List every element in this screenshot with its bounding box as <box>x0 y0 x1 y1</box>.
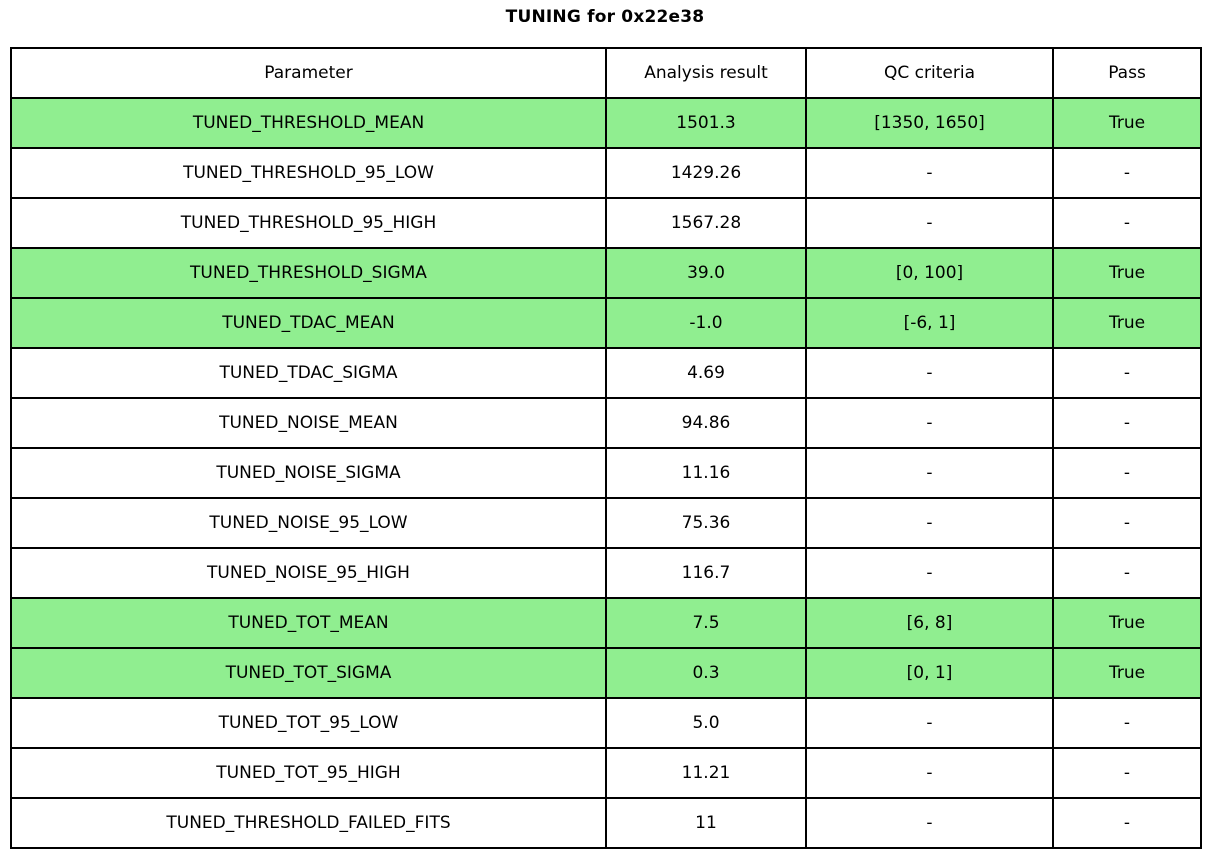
qc-criteria-cell: - <box>805 397 1054 449</box>
parameter-cell: TUNED_TOT_95_LOW <box>10 697 607 749</box>
pass-cell: - <box>1052 447 1202 499</box>
qc-criteria-cell: - <box>805 547 1054 599</box>
table-row: TUNED_TDAC_SIGMA 4.69- - <box>10 347 1202 399</box>
table-header-row: Parameter Analysis result QC criteria Pa… <box>10 47 1202 99</box>
parameter-cell: TUNED_NOISE_MEAN <box>10 397 607 449</box>
qc-criteria-cell: - <box>805 447 1054 499</box>
table-row: TUNED_TOT_95_LOW 5.0- - <box>10 697 1202 749</box>
pass-cell: - <box>1052 397 1202 449</box>
parameter-cell: TUNED_NOISE_95_LOW <box>10 497 607 549</box>
parameter-cell: TUNED_THRESHOLD_FAILED_FITS <box>10 797 607 849</box>
qc-criteria-cell: [0, 100] <box>805 247 1054 299</box>
qc-criteria-cell: - <box>805 347 1054 399</box>
qc-criteria-cell: - <box>805 147 1054 199</box>
pass-cell: - <box>1052 147 1202 199</box>
parameter-cell: TUNED_TDAC_MEAN <box>10 297 607 349</box>
table-row: TUNED_TOT_MEAN 7.5 [6, 8] True <box>10 597 1202 649</box>
pass-cell: - <box>1052 797 1202 849</box>
table-row: TUNED_NOISE_95_LOW 75.36- - <box>10 497 1202 549</box>
qc-criteria-cell: [6, 8] <box>805 597 1054 649</box>
parameter-cell: TUNED_NOISE_SIGMA <box>10 447 607 499</box>
pass-cell: True <box>1052 297 1202 349</box>
analysis-result-cell: 75.36 <box>605 497 807 549</box>
analysis-result-cell: 116.7 <box>605 547 807 599</box>
qc-criteria-cell: [1350, 1650] <box>805 97 1054 149</box>
analysis-result-cell: 11.16 <box>605 447 807 499</box>
pass-cell: True <box>1052 97 1202 149</box>
parameter-cell: TUNED_THRESHOLD_95_HIGH <box>10 197 607 249</box>
table-row: TUNED_TDAC_MEAN -1.0 [-6, 1] True <box>10 297 1202 349</box>
analysis-result-cell: 94.86 <box>605 397 807 449</box>
analysis-result-cell: 4.69 <box>605 347 807 399</box>
pass-cell: - <box>1052 197 1202 249</box>
table-row: TUNED_NOISE_95_HIGH 116.7- - <box>10 547 1202 599</box>
qc-results-table: Parameter Analysis result QC criteria Pa… <box>10 47 1202 849</box>
column-header-pass: Pass <box>1052 47 1202 99</box>
page-title: TUNING for 0x22e38 <box>505 7 705 27</box>
table-row: TUNED_THRESHOLD_SIGMA 39.0 [0, 100] True <box>10 247 1202 299</box>
parameter-cell: TUNED_THRESHOLD_MEAN <box>10 97 607 149</box>
analysis-result-cell: 0.3 <box>605 647 807 699</box>
analysis-result-cell: 1567.28 <box>605 197 807 249</box>
parameter-cell: TUNED_THRESHOLD_95_LOW <box>10 147 607 199</box>
parameter-cell: TUNED_TOT_SIGMA <box>10 647 607 699</box>
analysis-result-cell: -1.0 <box>605 297 807 349</box>
parameter-cell: TUNED_TOT_95_HIGH <box>10 747 607 799</box>
qc-criteria-cell: [0, 1] <box>805 647 1054 699</box>
parameter-cell: TUNED_TOT_MEAN <box>10 597 607 649</box>
parameter-cell: TUNED_TDAC_SIGMA <box>10 347 607 399</box>
table-row: TUNED_THRESHOLD_FAILED_FITS 11- - <box>10 797 1202 849</box>
parameter-cell: TUNED_NOISE_95_HIGH <box>10 547 607 599</box>
table-row: TUNED_TOT_95_HIGH 11.21- - <box>10 747 1202 799</box>
qc-criteria-cell: [-6, 1] <box>805 297 1054 349</box>
pass-cell: True <box>1052 247 1202 299</box>
column-header-parameter: Parameter <box>10 47 607 99</box>
table-row: TUNED_THRESHOLD_MEAN 1501.3 [1350, 1650] Tr… <box>10 97 1202 149</box>
pass-cell: - <box>1052 347 1202 399</box>
pass-cell: - <box>1052 697 1202 749</box>
column-header-analysis-result: Analysis result <box>605 47 807 99</box>
table-row: TUNED_THRESHOLD_95_LOW 1429.26- - <box>10 147 1202 199</box>
table-row: TUNED_TOT_SIGMA 0.3 [0, 1] True <box>10 647 1202 699</box>
analysis-result-cell: 1429.26 <box>605 147 807 199</box>
pass-cell: True <box>1052 597 1202 649</box>
parameter-cell: TUNED_THRESHOLD_SIGMA <box>10 247 607 299</box>
table-body: TUNED_THRESHOLD_MEAN 1501.3 [1350, 1650] Tr… <box>10 97 1202 849</box>
analysis-result-cell: 11 <box>605 797 807 849</box>
analysis-result-cell: 1501.3 <box>605 97 807 149</box>
pass-cell: - <box>1052 547 1202 599</box>
qc-criteria-cell: - <box>805 197 1054 249</box>
analysis-result-cell: 39.0 <box>605 247 807 299</box>
qc-criteria-cell: - <box>805 797 1054 849</box>
qc-criteria-cell: - <box>805 747 1054 799</box>
qc-criteria-cell: - <box>805 497 1054 549</box>
table-row: TUNED_NOISE_MEAN 94.86- - <box>10 397 1202 449</box>
qc-criteria-cell: - <box>805 697 1054 749</box>
pass-cell: - <box>1052 497 1202 549</box>
qc-table-container: Parameter Analysis result QC criteria Pa… <box>10 47 1202 849</box>
pass-cell: - <box>1052 747 1202 799</box>
analysis-result-cell: 7.5 <box>605 597 807 649</box>
pass-cell: True <box>1052 647 1202 699</box>
table-row: TUNED_NOISE_SIGMA 11.16- - <box>10 447 1202 499</box>
analysis-result-cell: 11.21 <box>605 747 807 799</box>
column-header-qc-criteria: QC criteria <box>805 47 1054 99</box>
table-row: TUNED_THRESHOLD_95_HIGH 1567.28- - <box>10 197 1202 249</box>
analysis-result-cell: 5.0 <box>605 697 807 749</box>
